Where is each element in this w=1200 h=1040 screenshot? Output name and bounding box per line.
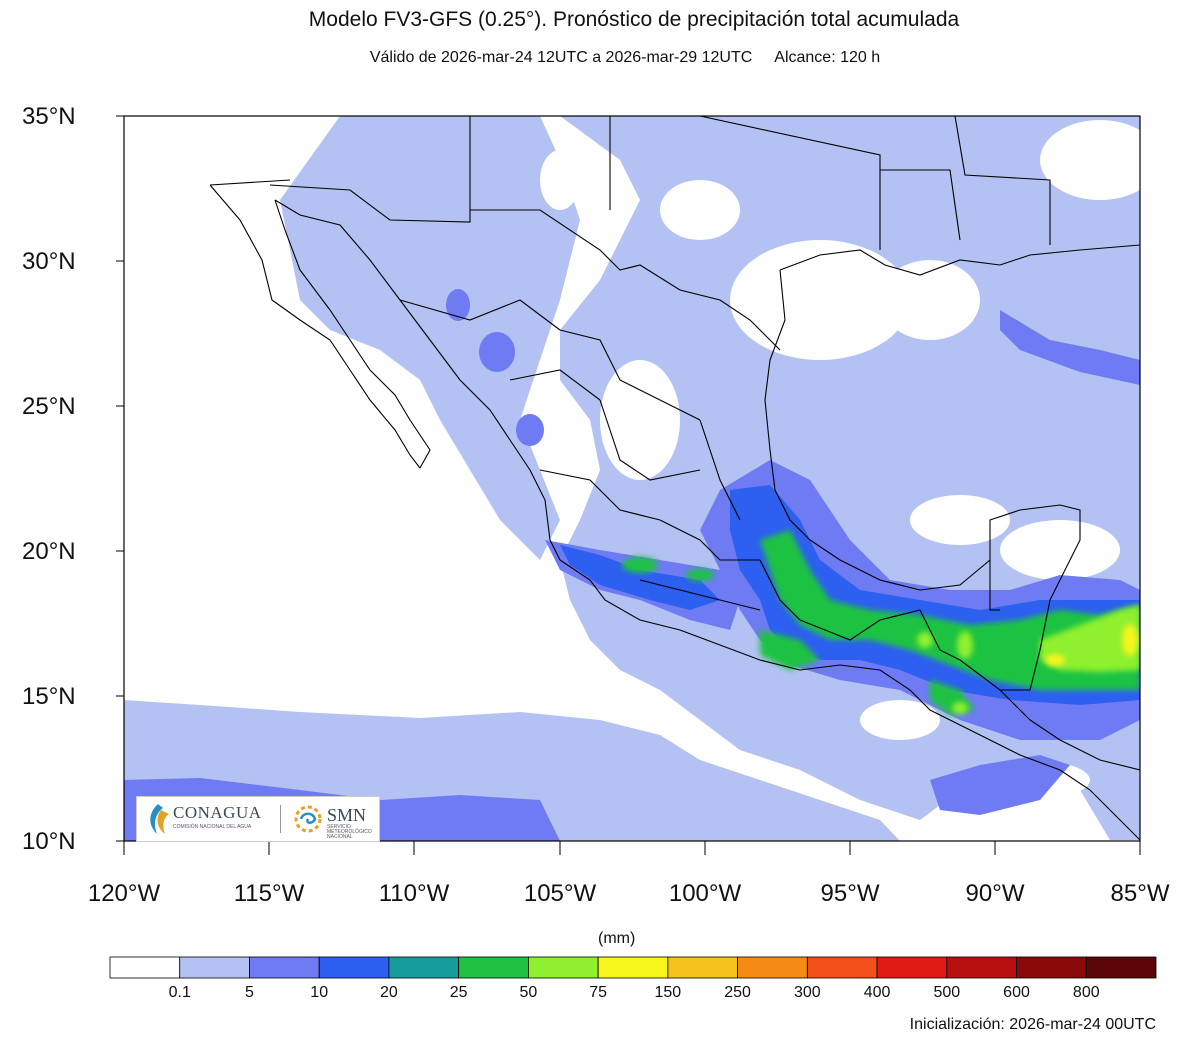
colorbar-swatch	[876, 956, 948, 979]
colorbar-swatch	[806, 956, 878, 979]
lon-label-90: 90°W	[965, 880, 1025, 907]
colorbar-tick-label: 400	[863, 984, 891, 1001]
lon-label-110: 110°W	[378, 880, 450, 907]
colorbar-tick-label: 75	[589, 984, 608, 1001]
colorbar-tick-label: 20	[380, 984, 398, 1001]
colorbar-tick-label: 25	[449, 984, 468, 1001]
colorbar-tick-label: 0.1	[168, 984, 191, 1001]
map-subtitle: Válido de 2026-mar-24 12UTC a 2026-mar-2…	[0, 49, 1200, 67]
lon-label-105: 105°W	[523, 880, 597, 907]
colorbar-tick-label: 10	[310, 984, 329, 1001]
colorbar-swatch	[528, 956, 599, 979]
conagua-logo-text: CONAGUA	[173, 803, 262, 822]
coastlines-and-borders	[209, 116, 1140, 841]
colorbar-swatch	[946, 956, 1017, 979]
map-title: Modelo FV3-GFS (0.25°). Pronóstico de pr…	[308, 8, 960, 31]
logo-divider	[280, 805, 281, 833]
colorbar-swatch	[667, 956, 738, 979]
smn-logo-subtitle: SERVICIO METEOROLÓGICO NACIONAL	[327, 824, 372, 840]
lon-ticks	[123, 841, 1141, 855]
colorbar-tick-label: 150	[654, 984, 682, 1001]
lat-label-35: 35°N	[22, 103, 76, 130]
conagua-logo-subtitle: COMISIÓN NACIONAL DEL AGUA	[173, 824, 252, 830]
colorbar-tick-label: 250	[724, 984, 751, 1001]
colorbar-swatch	[597, 956, 669, 979]
conagua-logo-icon	[150, 804, 169, 834]
lon-label-120: 120°W	[87, 880, 161, 907]
lon-label-115: 115°W	[233, 880, 305, 907]
colorbar-tick-label: 50	[519, 984, 538, 1001]
smn-logo-icon	[294, 805, 322, 833]
lat-ticks	[116, 115, 124, 842]
lon-label-85: 85°W	[1110, 880, 1170, 907]
precip-75-150mm	[1045, 624, 1138, 666]
validity-period: Válido de 2026-mar-24 12UTC a 2026-mar-2…	[369, 49, 753, 66]
lat-label-10: 10°N	[22, 828, 76, 855]
logo-banner: CONAGUA COMISIÓN NACIONAL DEL AGUA SMN S…	[136, 796, 380, 842]
lat-label-25: 25°N	[22, 393, 76, 420]
colorbar-swatch	[179, 956, 250, 979]
colorbar-tick-label: 500	[933, 984, 961, 1001]
precip-white-holes	[540, 120, 1140, 800]
lon-label-95: 95°W	[820, 880, 880, 907]
lat-label-20: 20°N	[22, 538, 76, 565]
colorbar-swatch	[388, 956, 460, 979]
colorbar-swatch	[1016, 956, 1087, 979]
lon-label-100: 100°W	[668, 880, 742, 907]
colorbar-swatch	[737, 956, 808, 979]
colorbar-tick-label: 600	[1003, 984, 1030, 1001]
smn-logo-text: SMN	[327, 805, 367, 825]
colorbar-tick-label: 300	[793, 984, 821, 1001]
colorbar-swatch	[1085, 956, 1157, 979]
colorbar	[109, 956, 1157, 979]
colorbar-swatch	[458, 956, 529, 979]
initialization-label: Inicialización: 2026-mar-24 00UTC	[909, 1016, 1156, 1033]
precip-50-75mm	[917, 605, 1140, 714]
lat-label-15: 15°N	[22, 683, 76, 710]
colorbar-swatch	[249, 956, 320, 979]
colorbar-swatch	[109, 956, 181, 979]
colorbar-swatch	[318, 956, 390, 979]
plot-frame	[123, 115, 1141, 842]
colorbar-unit: (mm)	[598, 930, 636, 947]
colorbar-tick-label: 5	[245, 984, 254, 1001]
forecast-range: Alcance: 120 h	[774, 49, 881, 66]
lat-label-30: 30°N	[22, 248, 76, 275]
precipitation-field	[124, 116, 1140, 841]
colorbar-tick-label: 800	[1072, 984, 1100, 1001]
